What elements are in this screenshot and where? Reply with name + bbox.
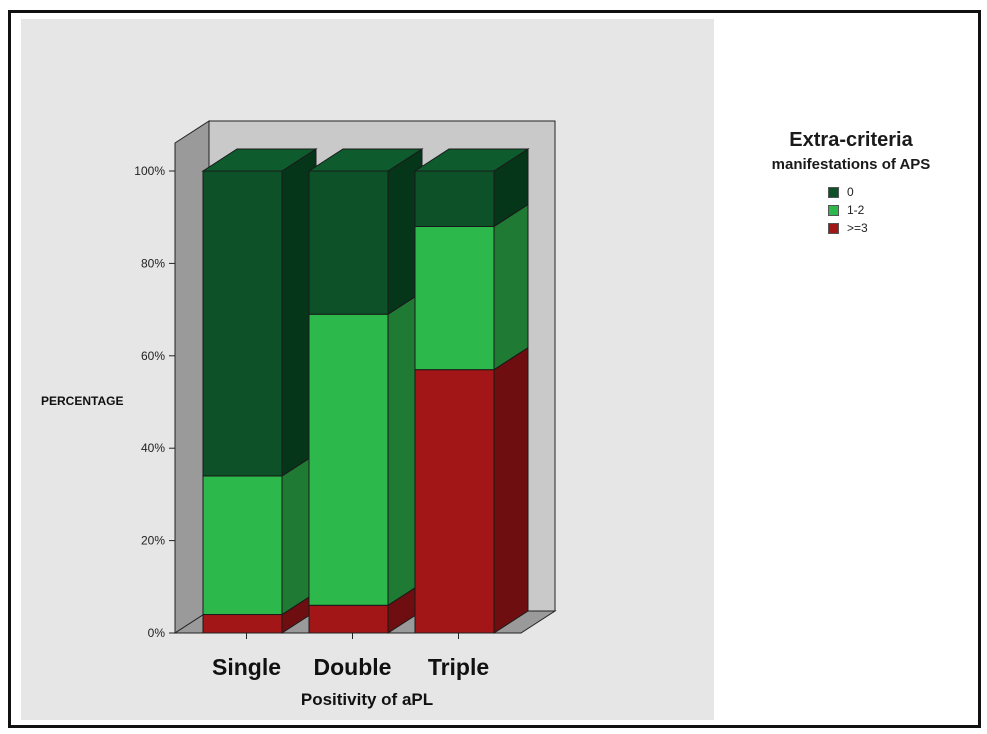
bar-top <box>413 148 530 172</box>
bar-top <box>201 148 318 172</box>
chart-frame: 0% 20% 40% 60% 80% 100% PERCENTAGE Single Double… <box>8 10 981 728</box>
y-tick-label: 60% <box>141 349 165 363</box>
legend-title: Extra-criteria <box>789 129 913 151</box>
bar-segment <box>414 170 495 227</box>
x-tick-label: Triple <box>428 654 489 680</box>
legend-label-3-plus: >=3 <box>847 221 868 235</box>
legend-swatch-1-2 <box>828 204 839 216</box>
bar-segment <box>308 313 389 606</box>
bar-segment <box>414 225 495 371</box>
bar-segment <box>308 604 389 634</box>
bar-segment <box>202 170 283 477</box>
legend-label-1-2: 1-2 <box>847 203 865 217</box>
y-tick-label: 40% <box>141 441 165 455</box>
bar-segment <box>202 475 283 616</box>
y-axis-title: PERCENTAGE <box>41 394 123 408</box>
bar-segment-side <box>493 203 529 371</box>
legend-label-0: 0 <box>847 185 854 199</box>
stacked-bar-chart: 0% 20% 40% 60% 80% 100% PERCENTAGE Single Double… <box>21 19 714 720</box>
bar-segment <box>308 170 389 315</box>
x-tick-label: Single <box>212 654 281 680</box>
legend-subtitle: manifestations of APS <box>771 156 931 173</box>
bar-top <box>307 148 424 172</box>
y-tick-label: 80% <box>141 256 165 270</box>
y-tick-label: 100% <box>134 164 165 178</box>
legend: Extra-criteria manifestations of APS 0 1… <box>736 129 966 237</box>
x-axis-title: Positivity of aPL <box>301 690 433 709</box>
bar-segment <box>202 614 283 634</box>
bar-segment <box>414 369 495 634</box>
legend-items: 0 1-2 >=3 <box>828 183 966 237</box>
bar-segment-side <box>493 346 529 634</box>
legend-swatch-3-plus <box>828 222 839 234</box>
y-tick-label: 0% <box>148 626 166 640</box>
legend-swatch-0 <box>828 186 839 198</box>
legend-item-0: 0 <box>828 183 966 201</box>
y-tick-label: 20% <box>141 534 165 548</box>
x-tick-label: Double <box>314 654 392 680</box>
legend-item-1-2: 1-2 <box>828 201 966 219</box>
legend-item-3-plus: >=3 <box>828 219 966 237</box>
